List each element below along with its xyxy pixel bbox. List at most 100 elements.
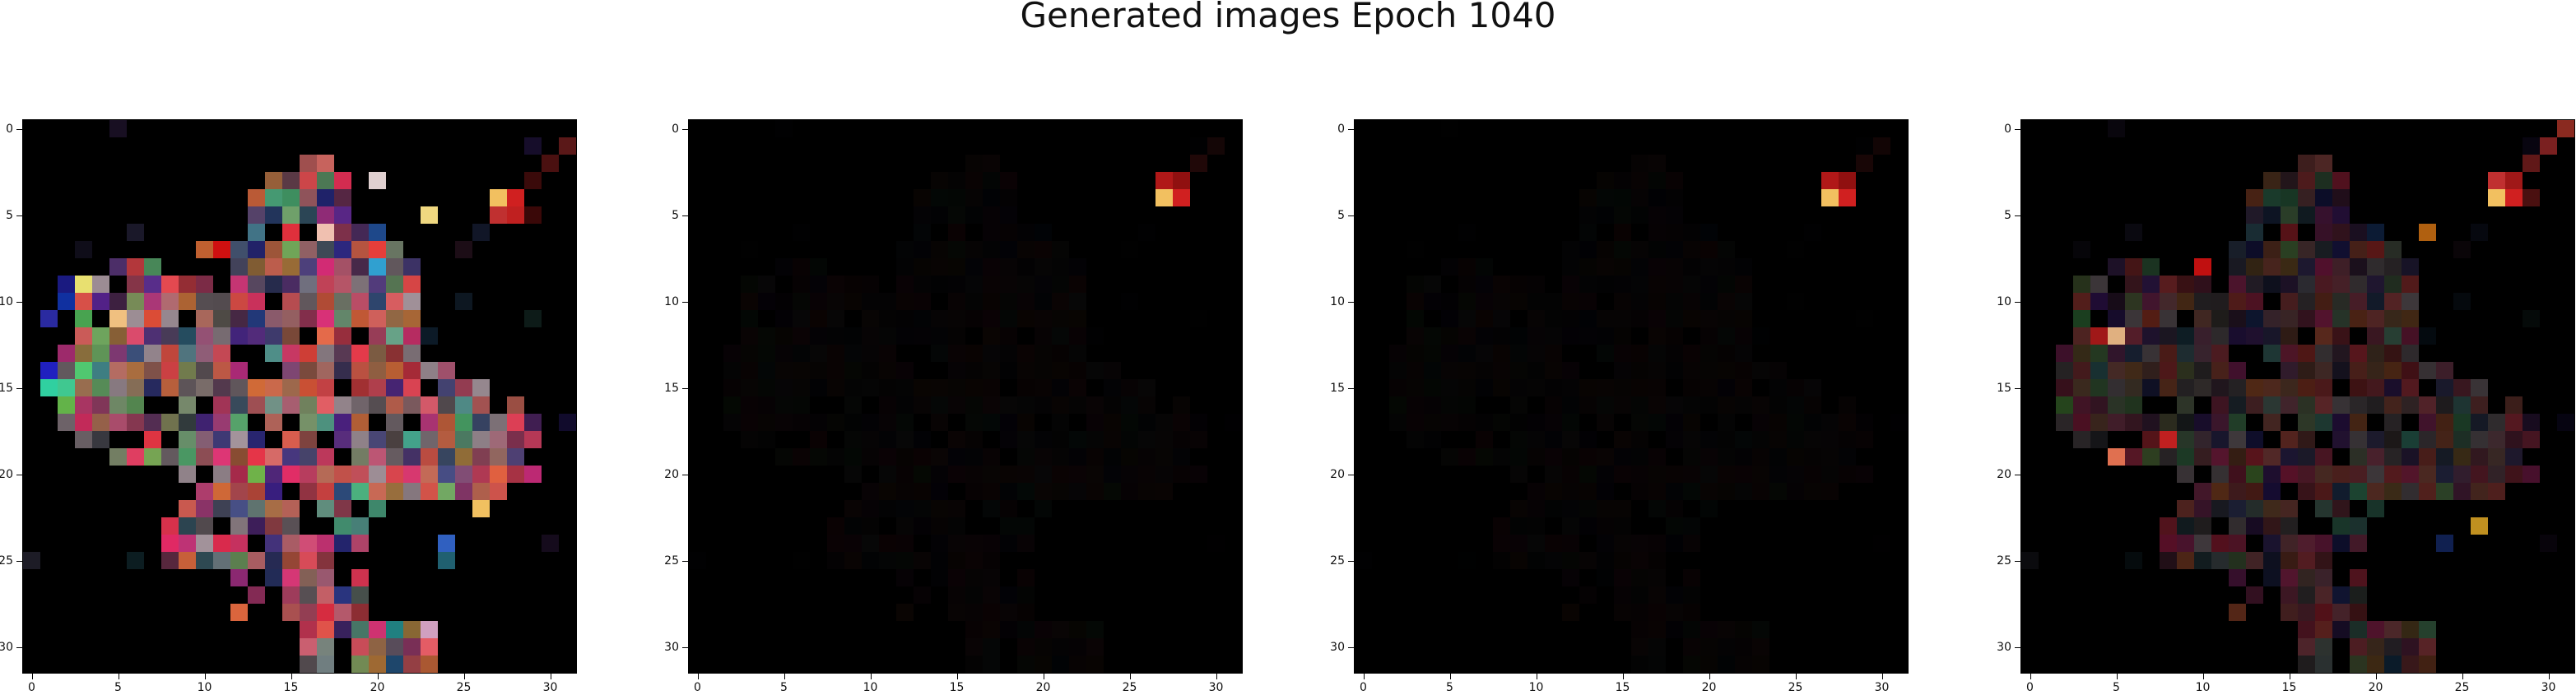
y-tick-mark xyxy=(682,215,689,216)
x-tick-label: 10 xyxy=(863,681,878,694)
y-tick-label: 15 xyxy=(664,382,679,395)
x-tick-label: 25 xyxy=(2455,681,2470,694)
x-tick-label: 20 xyxy=(370,681,385,694)
x-tick-label: 0 xyxy=(28,681,35,694)
x-tick-mark xyxy=(2462,673,2463,679)
figure-title: Generated images Epoch 1040 xyxy=(0,0,2576,36)
y-tick-label: 15 xyxy=(1330,382,1345,395)
x-tick-mark xyxy=(2549,673,2550,679)
y-tick-label: 0 xyxy=(1337,123,1345,136)
x-tick-mark xyxy=(1796,673,1797,679)
y-tick-label: 20 xyxy=(1330,468,1345,481)
y-tick-mark xyxy=(16,129,23,130)
image-panel-4: 0 5 10 15 20 25 30 0 5 10 15 20 25 30 xyxy=(2021,120,2574,673)
x-tick-label: 10 xyxy=(2196,681,2211,694)
y-tick-label: 15 xyxy=(0,382,13,395)
y-tick-label: 30 xyxy=(1997,641,2011,654)
x-tick-mark xyxy=(957,673,958,679)
x-tick-label: 25 xyxy=(1788,681,1803,694)
x-tick-label: 25 xyxy=(457,681,472,694)
y-tick-mark xyxy=(1348,388,1355,389)
x-tick-mark xyxy=(1130,673,1131,679)
y-tick-mark xyxy=(2015,129,2021,130)
y-tick-label: 25 xyxy=(1997,554,2011,568)
y-tick-mark xyxy=(2015,647,2021,648)
x-tick-label: 10 xyxy=(198,681,212,694)
y-tick-label: 30 xyxy=(0,641,13,654)
x-tick-label: 15 xyxy=(1616,681,1630,694)
x-tick-mark xyxy=(2117,673,2118,679)
x-tick-label: 0 xyxy=(694,681,701,694)
x-tick-mark xyxy=(1364,673,1365,679)
y-tick-mark xyxy=(682,388,689,389)
x-tick-mark xyxy=(1709,673,1710,679)
x-tick-label: 15 xyxy=(950,681,965,694)
y-tick-label: 25 xyxy=(1330,554,1345,568)
y-tick-mark xyxy=(682,129,689,130)
y-tick-label: 0 xyxy=(672,123,679,136)
x-tick-mark xyxy=(378,673,379,679)
x-tick-mark xyxy=(2203,673,2204,679)
y-tick-mark xyxy=(16,647,23,648)
x-tick-mark xyxy=(1216,673,1217,679)
x-tick-mark xyxy=(291,673,292,679)
y-tick-mark xyxy=(2015,388,2021,389)
x-tick-mark xyxy=(1450,673,1451,679)
x-tick-label: 5 xyxy=(2113,681,2120,694)
x-tick-mark xyxy=(205,673,206,679)
x-tick-label: 20 xyxy=(1702,681,1717,694)
x-tick-label: 15 xyxy=(284,681,299,694)
y-tick-mark xyxy=(2015,215,2021,216)
x-tick-mark xyxy=(1882,673,1883,679)
y-tick-mark xyxy=(2015,302,2021,303)
y-tick-label: 0 xyxy=(6,123,13,136)
x-tick-mark xyxy=(871,673,872,679)
y-tick-label: 25 xyxy=(664,554,679,568)
x-tick-mark xyxy=(2376,673,2377,679)
y-tick-mark xyxy=(1348,129,1355,130)
y-tick-label: 10 xyxy=(664,295,679,308)
x-tick-label: 25 xyxy=(1123,681,1137,694)
y-tick-label: 20 xyxy=(664,468,679,481)
x-tick-label: 10 xyxy=(1529,681,1544,694)
y-tick-label: 20 xyxy=(1997,468,2011,481)
x-tick-label: 30 xyxy=(1209,681,1224,694)
y-tick-label: 15 xyxy=(1997,382,2011,395)
y-tick-mark xyxy=(682,302,689,303)
y-tick-label: 5 xyxy=(6,209,13,222)
x-tick-label: 15 xyxy=(2282,681,2297,694)
x-tick-mark xyxy=(2030,673,2031,679)
y-tick-mark xyxy=(16,388,23,389)
x-tick-label: 20 xyxy=(2369,681,2383,694)
x-tick-label: 0 xyxy=(1360,681,1367,694)
y-tick-mark xyxy=(16,561,23,562)
x-tick-mark xyxy=(698,673,699,679)
y-tick-label: 10 xyxy=(0,295,13,308)
axes-frame xyxy=(1354,119,1909,674)
x-tick-mark xyxy=(32,673,33,679)
axes-frame xyxy=(688,119,1243,674)
y-tick-mark xyxy=(682,647,689,648)
y-tick-mark xyxy=(1348,302,1355,303)
x-tick-mark xyxy=(464,673,465,679)
x-tick-label: 5 xyxy=(780,681,788,694)
x-tick-mark xyxy=(784,673,785,679)
x-tick-label: 20 xyxy=(1036,681,1051,694)
y-tick-mark xyxy=(1348,561,1355,562)
x-tick-label: 5 xyxy=(1446,681,1453,694)
x-tick-mark xyxy=(1623,673,1624,679)
y-tick-label: 20 xyxy=(0,468,13,481)
y-tick-mark xyxy=(1348,647,1355,648)
y-tick-mark xyxy=(1348,215,1355,216)
y-tick-label: 10 xyxy=(1330,295,1345,308)
y-tick-label: 0 xyxy=(2004,123,2011,136)
y-tick-label: 30 xyxy=(664,641,679,654)
x-tick-label: 5 xyxy=(114,681,122,694)
axes-frame xyxy=(2020,119,2575,674)
y-tick-mark xyxy=(16,215,23,216)
image-panel-3: 0 5 10 15 20 25 30 0 5 10 15 20 25 30 xyxy=(1355,120,1908,673)
y-tick-label: 10 xyxy=(1997,295,2011,308)
x-tick-label: 0 xyxy=(2026,681,2034,694)
image-panel-2: 0 5 10 15 20 25 30 0 5 10 15 20 25 30 xyxy=(689,120,1242,673)
y-tick-label: 5 xyxy=(1337,209,1345,222)
